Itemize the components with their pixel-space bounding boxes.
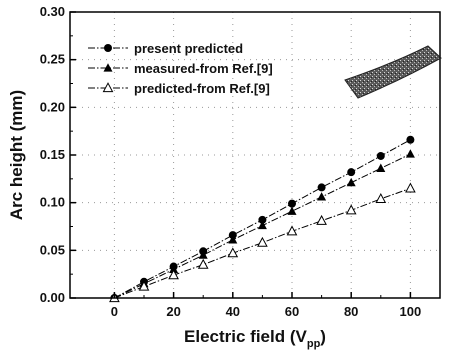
data-point bbox=[405, 149, 415, 158]
y-tick-label: 0.25 bbox=[40, 52, 65, 67]
data-point bbox=[317, 192, 327, 201]
legend: present predicted measured-from Ref.[9] pr… bbox=[88, 41, 273, 96]
data-point bbox=[406, 135, 415, 144]
x-axis-title-sub: pp bbox=[307, 338, 321, 350]
legend-marker bbox=[103, 63, 113, 72]
data-point bbox=[168, 269, 179, 280]
data-point bbox=[375, 192, 387, 203]
x-tick-label: 0 bbox=[111, 304, 118, 319]
data-point bbox=[257, 220, 267, 230]
legend-marker bbox=[102, 82, 114, 93]
y-tick-label: 0.10 bbox=[40, 195, 65, 210]
y-tick-label: 0.00 bbox=[40, 290, 65, 305]
x-tick-label: 60 bbox=[285, 304, 299, 319]
x-axis-title: Electric field (Vpp) bbox=[184, 327, 326, 350]
x-tick-label: 100 bbox=[400, 304, 422, 319]
data-point bbox=[405, 182, 416, 193]
y-tick-label: 0.05 bbox=[40, 242, 65, 257]
series-layer bbox=[109, 135, 416, 303]
y-axis-title: Arc height (mm) bbox=[7, 90, 26, 220]
data-point bbox=[316, 214, 327, 225]
series-3 bbox=[109, 182, 416, 303]
data-point bbox=[198, 250, 208, 259]
legend-item-2: measured-from Ref.[9] bbox=[88, 61, 273, 76]
series-line bbox=[114, 187, 411, 299]
data-point bbox=[227, 247, 239, 258]
ticks: 0 20 40 60 80 100 0.00 0.05 0.10 0.15 0.20 0.25 0.30 bbox=[40, 4, 422, 319]
series-1 bbox=[110, 135, 415, 302]
data-point bbox=[286, 225, 298, 236]
data-point bbox=[138, 280, 150, 291]
y-tick-label: 0.30 bbox=[40, 4, 65, 19]
legend-item-3: predicted-from Ref.[9] bbox=[88, 81, 270, 96]
legend-label: present predicted bbox=[134, 41, 243, 56]
y-tick-label: 0.20 bbox=[40, 99, 65, 114]
legend-label: predicted-from Ref.[9] bbox=[134, 81, 270, 96]
data-point bbox=[258, 215, 267, 224]
y-tick-label: 0.15 bbox=[40, 147, 65, 162]
arc-strip bbox=[344, 45, 442, 99]
data-point bbox=[288, 199, 296, 208]
data-point bbox=[169, 264, 179, 273]
data-point bbox=[376, 163, 386, 172]
data-point bbox=[345, 204, 357, 215]
series-2 bbox=[109, 149, 415, 302]
x-tick-label: 20 bbox=[166, 304, 180, 319]
data-point bbox=[347, 168, 356, 177]
data-point bbox=[197, 258, 209, 269]
data-point bbox=[317, 183, 326, 192]
data-point bbox=[257, 236, 268, 247]
data-point bbox=[346, 177, 356, 187]
legend-label: measured-from Ref.[9] bbox=[134, 61, 273, 76]
x-axis-title-main: Electric field (V bbox=[184, 327, 307, 346]
x-axis-title-close: ) bbox=[320, 327, 326, 346]
legend-marker bbox=[104, 44, 112, 52]
x-tick-label: 40 bbox=[226, 304, 240, 319]
legend-item-1: present predicted bbox=[88, 41, 243, 56]
x-tick-label: 80 bbox=[344, 304, 358, 319]
data-point bbox=[376, 151, 385, 160]
data-point bbox=[228, 235, 238, 244]
data-point bbox=[287, 206, 297, 215]
arc-inset-image bbox=[344, 45, 442, 99]
